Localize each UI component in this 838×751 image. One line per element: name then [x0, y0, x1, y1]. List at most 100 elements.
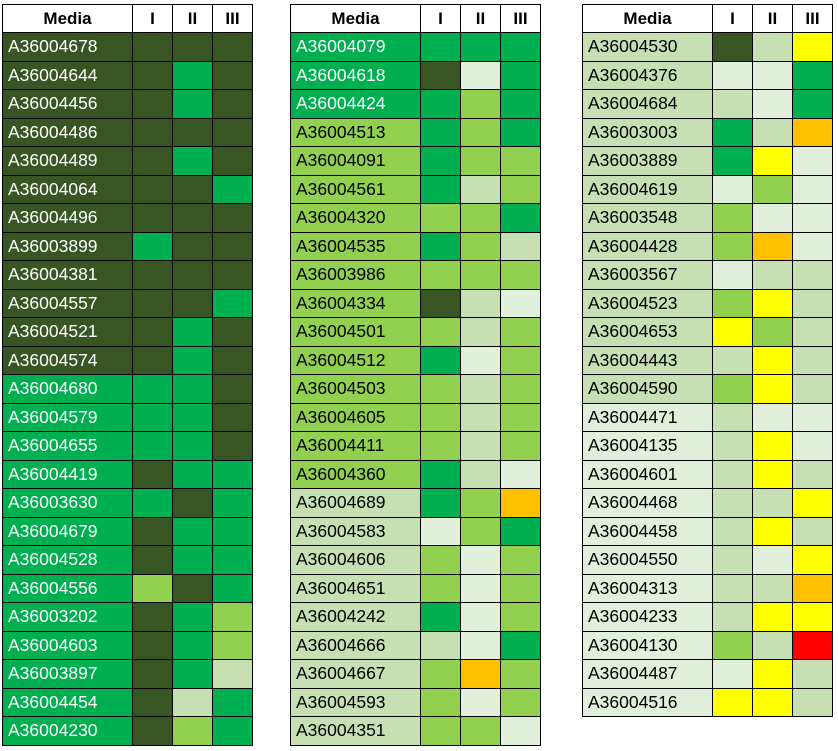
level-cell-ii: [460, 60, 501, 90]
table-row: A36004513: [290, 117, 541, 147]
media-id-cell: A36004619: [582, 174, 713, 204]
table-row: A36004689: [290, 488, 541, 518]
media-id-cell: A36004516: [582, 687, 713, 717]
header-row: Media I II III: [582, 4, 833, 33]
level-cell-ii: [460, 146, 501, 176]
level-cell-iii: [500, 488, 541, 518]
media-id-cell: A36004530: [582, 32, 713, 62]
table-row: A36004487: [582, 659, 833, 689]
level-cell-ii: [172, 516, 213, 546]
media-id-cell: A36004468: [582, 488, 713, 518]
level-cell-i: [132, 402, 173, 432]
level-cell-i: [712, 687, 753, 717]
level-cell-ii: [752, 288, 793, 318]
table-row: A36004456: [2, 89, 253, 119]
media-id-cell: A36004590: [582, 374, 713, 404]
level-cell-ii: [752, 630, 793, 660]
level-cell-ii: [172, 630, 213, 660]
level-cell-i: [712, 573, 753, 603]
level-cell-ii: [752, 602, 793, 632]
table-row: A36004411: [290, 431, 541, 461]
table-row: A36004091: [290, 146, 541, 176]
table-row: A36004458: [582, 516, 833, 546]
header-col-ii: II: [752, 4, 793, 33]
level-cell-ii: [172, 231, 213, 261]
header-col-ii: II: [172, 4, 213, 33]
media-id-cell: A36003548: [582, 203, 713, 233]
level-cell-ii: [172, 203, 213, 233]
media-id-cell: A36004579: [2, 402, 133, 432]
table-row: A36004360: [290, 459, 541, 489]
level-cell-iii: [500, 459, 541, 489]
media-table-3: Media I II III A36004530 A36004376 A36004684 A3…: [582, 4, 833, 717]
level-cell-iii: [792, 488, 833, 518]
level-cell-iii: [792, 516, 833, 546]
media-id-cell: A36004528: [2, 545, 133, 575]
media-id-cell: A36003567: [582, 260, 713, 290]
media-id-cell: A36004471: [582, 402, 713, 432]
media-id-cell: A36004689: [290, 488, 421, 518]
table-row: A36004590: [582, 374, 833, 404]
media-id-cell: A36004512: [290, 345, 421, 375]
level-cell-iii: [792, 203, 833, 233]
table-row: A36003202: [2, 602, 253, 632]
level-cell-ii: [460, 431, 501, 461]
table-row: A36004618: [290, 60, 541, 90]
level-cell-i: [420, 32, 461, 62]
level-cell-ii: [172, 459, 213, 489]
table-row: A36004135: [582, 431, 833, 461]
media-id-cell: A36004334: [290, 288, 421, 318]
media-id-cell: A36004381: [2, 260, 133, 290]
media-id-cell: A36004679: [2, 516, 133, 546]
level-cell-iii: [212, 602, 253, 632]
media-id-cell: A36004655: [2, 431, 133, 461]
level-cell-iii: [212, 431, 253, 461]
level-cell-i: [712, 288, 753, 318]
level-cell-ii: [460, 459, 501, 489]
level-cell-ii: [172, 60, 213, 90]
media-id-cell: A36004651: [290, 573, 421, 603]
table-row: A36004679: [2, 516, 253, 546]
level-cell-iii: [212, 573, 253, 603]
level-cell-ii: [172, 174, 213, 204]
level-cell-iii: [792, 117, 833, 147]
level-cell-i: [132, 260, 173, 290]
media-id-cell: A36004556: [2, 573, 133, 603]
media-id-cell: A36004428: [582, 231, 713, 261]
level-cell-ii: [460, 687, 501, 717]
level-cell-ii: [172, 431, 213, 461]
level-cell-i: [420, 402, 461, 432]
level-cell-iii: [212, 60, 253, 90]
level-cell-iii: [500, 231, 541, 261]
level-cell-ii: [172, 345, 213, 375]
header-media: Media: [582, 4, 713, 33]
level-cell-i: [712, 345, 753, 375]
media-id-cell: A36004242: [290, 602, 421, 632]
level-cell-iii: [212, 716, 253, 746]
level-cell-i: [132, 716, 173, 746]
table-row: A36004489: [2, 146, 253, 176]
level-cell-iii: [500, 545, 541, 575]
level-cell-ii: [460, 374, 501, 404]
media-id-cell: A36004360: [290, 459, 421, 489]
media-id-cell: A36003897: [2, 659, 133, 689]
level-cell-ii: [172, 573, 213, 603]
level-cell-i: [420, 146, 461, 176]
header-media: Media: [2, 4, 133, 33]
media-id-cell: A36004376: [582, 60, 713, 90]
media-id-cell: A36004601: [582, 459, 713, 489]
table-row: A36004579: [2, 402, 253, 432]
media-id-cell: A36004320: [290, 203, 421, 233]
level-cell-ii: [172, 687, 213, 717]
level-cell-iii: [792, 659, 833, 689]
level-cell-ii: [172, 288, 213, 318]
table-row: A36003630: [2, 488, 253, 518]
level-cell-i: [420, 317, 461, 347]
media-id-cell: A36004606: [290, 545, 421, 575]
level-cell-ii: [752, 488, 793, 518]
table-row: A36004233: [582, 602, 833, 632]
level-cell-iii: [792, 146, 833, 176]
media-id-cell: A36004233: [582, 602, 713, 632]
level-cell-iii: [500, 117, 541, 147]
level-cell-ii: [460, 32, 501, 62]
